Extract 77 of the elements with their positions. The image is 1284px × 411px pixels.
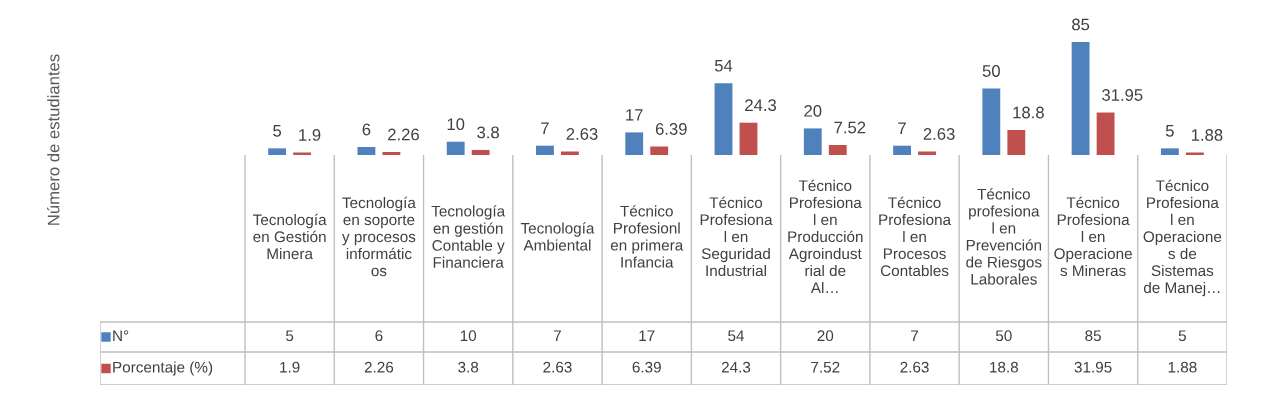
bar xyxy=(357,147,376,155)
text: 20 xyxy=(817,330,834,342)
bar xyxy=(536,145,554,155)
bar xyxy=(803,128,822,155)
bar xyxy=(739,122,758,155)
text: 6.39 xyxy=(632,361,661,373)
data-label: 50 xyxy=(982,65,1000,77)
data-label: 2.26 xyxy=(388,128,419,141)
x-tick-label: Tecnología en gestión Contable y Financiera xyxy=(431,205,506,268)
data-label: 6 xyxy=(362,123,371,136)
bar xyxy=(982,88,1001,155)
text: 1.9 xyxy=(280,361,300,373)
bar xyxy=(1160,148,1179,155)
bar xyxy=(828,145,847,155)
x-tick-label: Tecnología en soporte y procesos informáticos xyxy=(342,196,416,277)
text: 54 xyxy=(728,330,745,342)
text: 2.63 xyxy=(900,361,929,373)
text: 2.63 xyxy=(543,361,572,373)
data-label: 2.63 xyxy=(923,128,955,140)
bar xyxy=(1007,130,1026,155)
text: 31.95 xyxy=(1074,361,1112,373)
bar xyxy=(446,141,465,155)
bar xyxy=(625,132,644,155)
data-label: 17 xyxy=(626,109,643,121)
text: 1.88 xyxy=(1168,361,1197,373)
data-label: 2.63 xyxy=(566,128,598,140)
bar xyxy=(1096,112,1115,155)
text: 6 xyxy=(375,330,383,342)
x-tick-label: Tecnología Ambiental xyxy=(520,222,595,251)
data-label: 6.39 xyxy=(655,123,687,135)
bar xyxy=(293,152,312,155)
data-label: 5 xyxy=(273,125,282,137)
data-label: 85 xyxy=(1072,18,1090,31)
text: 5 xyxy=(1178,330,1186,342)
text: 50 xyxy=(995,330,1012,342)
text: 5 xyxy=(286,330,294,342)
x-tick-label: Técnico Profesional en Producción Agroindustrial de Al… xyxy=(788,179,863,293)
data-label: 7 xyxy=(541,122,549,134)
x-tick-label: Técnico Profesional en Operaciones de Sistemas de Manej… xyxy=(1143,179,1222,297)
bar xyxy=(893,145,911,155)
data-label: 7 xyxy=(898,122,906,134)
data-label: 1.9 xyxy=(299,129,321,141)
bar xyxy=(268,148,287,155)
legend-label: N° xyxy=(113,330,129,341)
data-label: 20 xyxy=(804,104,822,117)
data-label: 1.88 xyxy=(1191,129,1223,141)
text: 24.3 xyxy=(721,361,751,373)
data-label: 18.8 xyxy=(1013,106,1044,119)
x-tick-label: Técnico Profesionl en primera Infancia xyxy=(610,205,684,268)
bar xyxy=(714,83,733,155)
bar xyxy=(1071,42,1090,155)
data-label: 5 xyxy=(1165,125,1174,137)
text: 17 xyxy=(639,330,655,341)
text: 3.8 xyxy=(458,361,479,373)
text: 7 xyxy=(911,330,919,341)
bar xyxy=(650,146,669,155)
text: 7 xyxy=(553,330,561,341)
text: 85 xyxy=(1085,330,1101,342)
data-label: 24.3 xyxy=(745,99,777,112)
text: 2.26 xyxy=(364,361,394,373)
legend-label: Porcentaje (%) xyxy=(113,361,213,376)
data-label: 10 xyxy=(447,118,465,131)
text: 7.52 xyxy=(811,361,840,373)
x-tick-label: Técnico Profesional en Procesos Contables xyxy=(879,196,952,277)
data-label: 31.95 xyxy=(1102,89,1143,101)
x-tick-label: Tecnología en Gestión Minera xyxy=(253,213,327,260)
bar xyxy=(382,152,401,155)
x-tick-label: Técnico Profesional en Operaciones Mineras xyxy=(1054,196,1132,277)
bar xyxy=(471,149,490,155)
text: 18.8 xyxy=(990,361,1019,373)
x-tick-label: Técnico profesional en Prevención de Riesgos Laborales xyxy=(966,188,1042,285)
text: 10 xyxy=(460,330,477,342)
data-label: 3.8 xyxy=(477,126,499,139)
data-label: 54 xyxy=(714,59,733,72)
x-tick-label: Técnico Profesional en Seguridad Industrial xyxy=(700,196,773,277)
text: Número de estudiantes xyxy=(47,54,60,225)
data-label: 7.52 xyxy=(834,121,866,134)
